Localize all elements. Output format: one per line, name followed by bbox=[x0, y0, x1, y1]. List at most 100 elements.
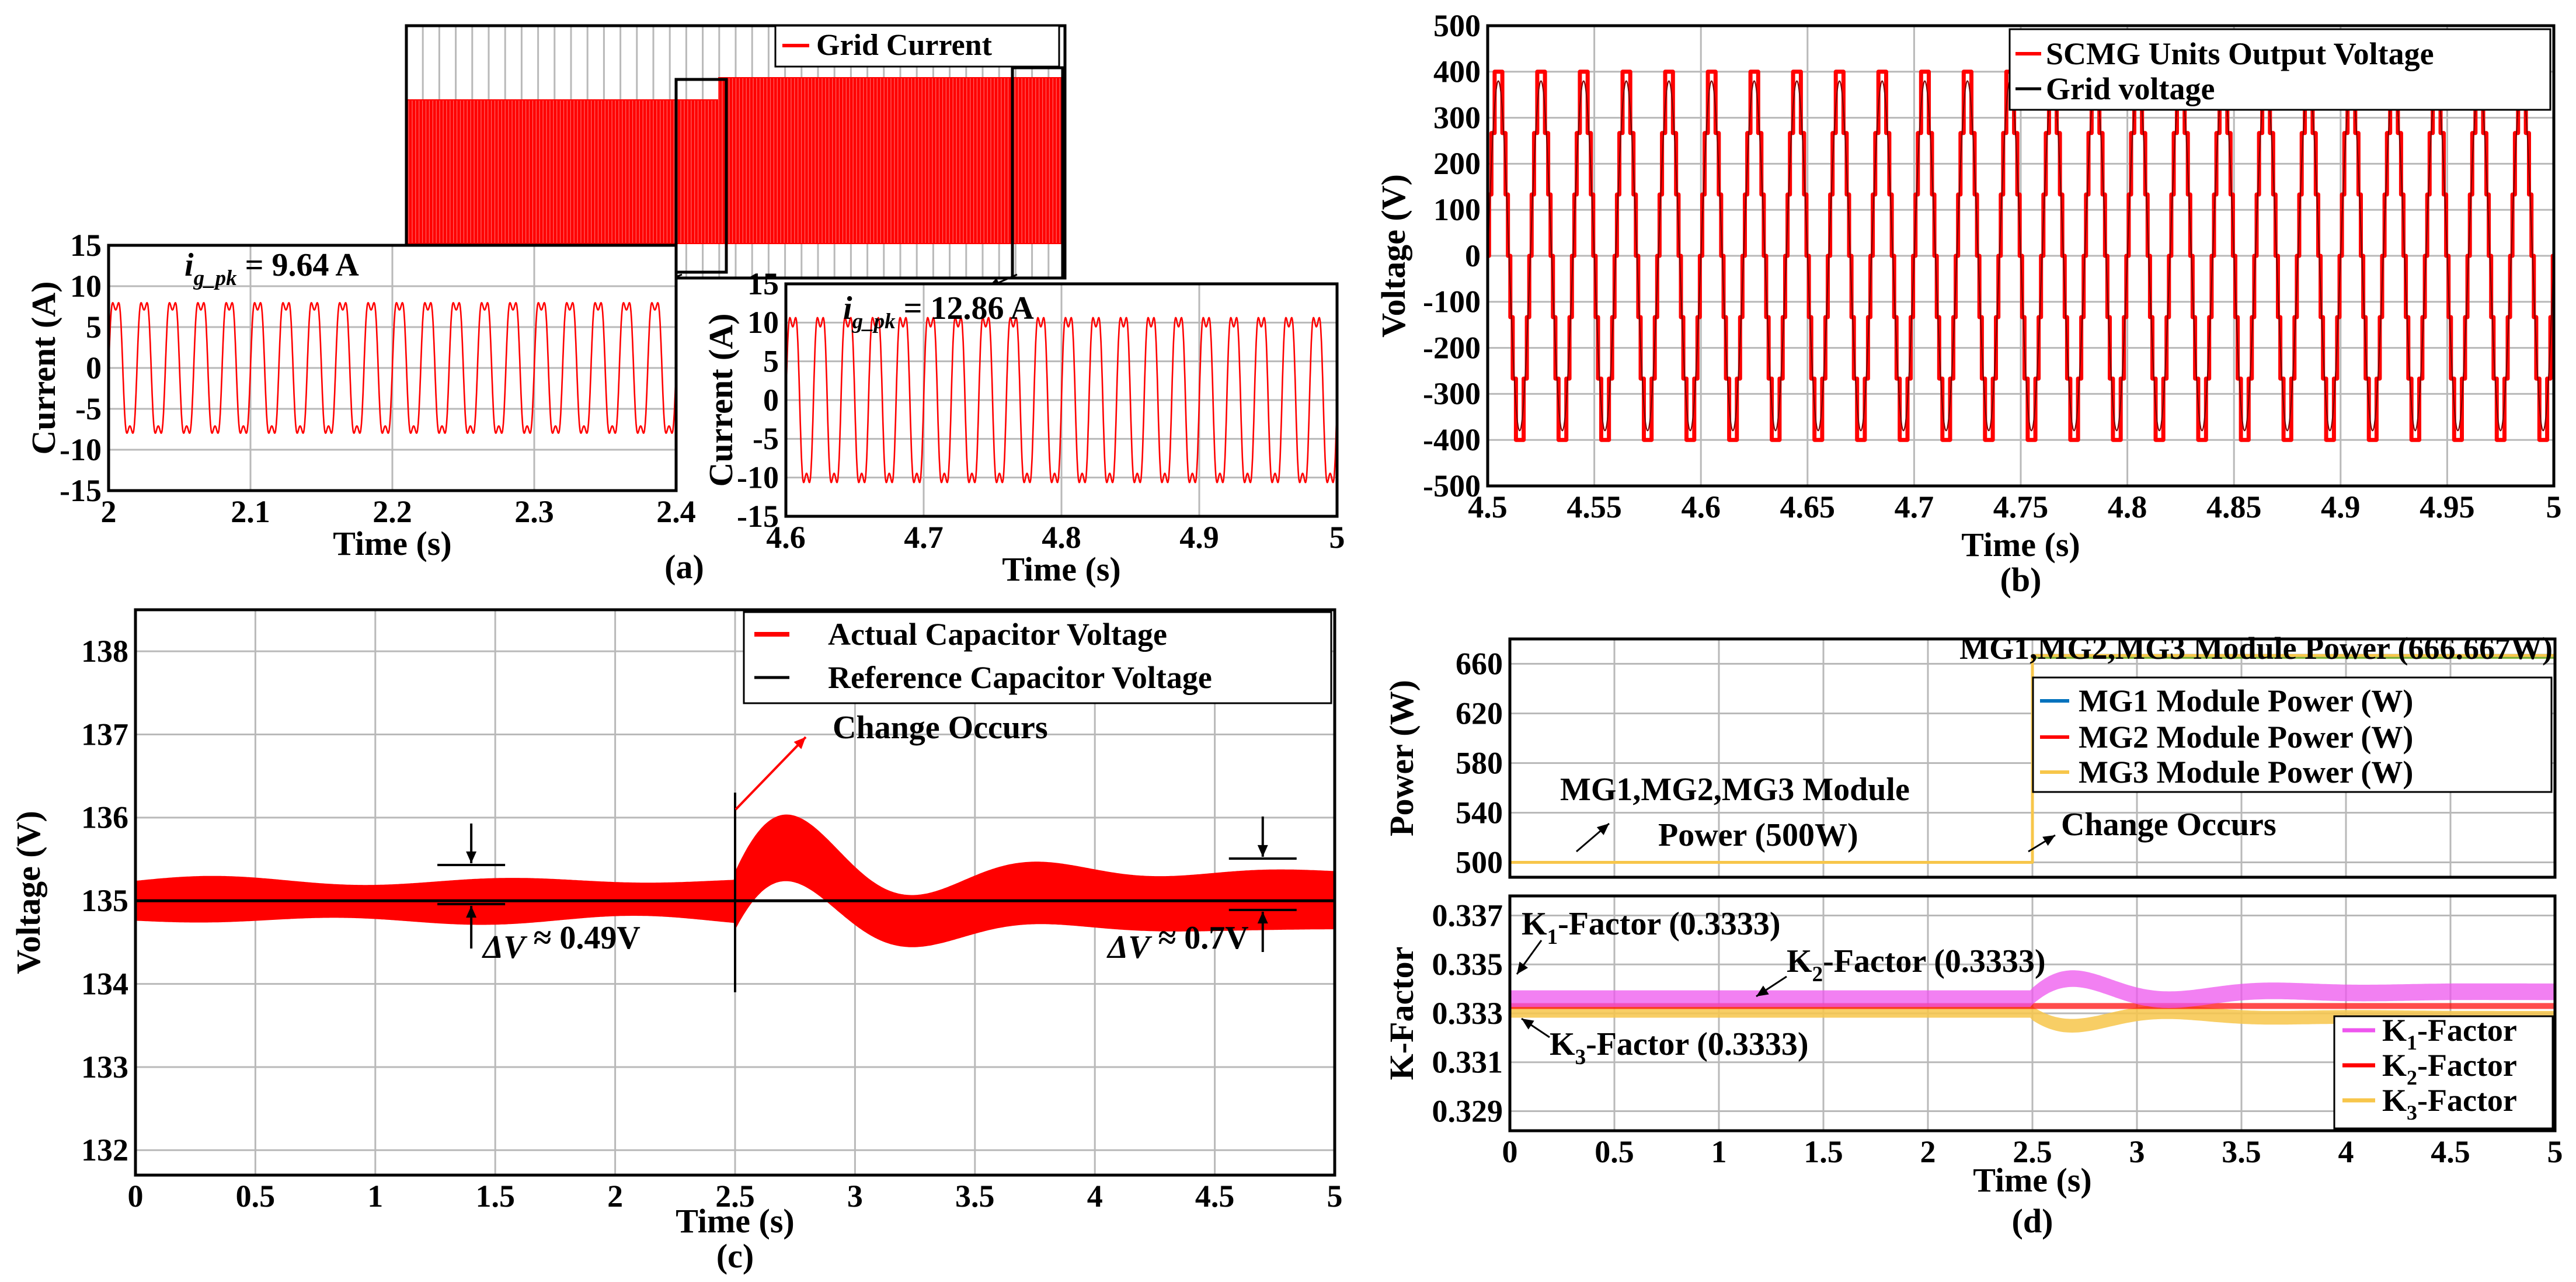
b-y-tick-label: 200 bbox=[1433, 146, 1481, 181]
d-power-axes-frame bbox=[1508, 637, 2557, 879]
d-k-axes-frame bbox=[1508, 894, 2557, 1132]
b-x-tick-label: 4.95 bbox=[2420, 489, 2475, 524]
d-k-y-tick-label: 0.331 bbox=[1432, 1045, 1503, 1080]
b-x-tick-label: 5 bbox=[2546, 489, 2562, 524]
a-overview-axes-frame bbox=[405, 24, 1067, 280]
b-y-tick-label: -300 bbox=[1423, 376, 1481, 411]
a-zoom1-x-tick-label: 2 bbox=[101, 494, 117, 529]
c-y-tick-label: 136 bbox=[81, 800, 128, 835]
b-x-tick-label: 4.6 bbox=[1681, 489, 1721, 524]
d-k-y-tick-label: 0.329 bbox=[1432, 1093, 1503, 1128]
a-zoom2-x-tick-label: 4.9 bbox=[1179, 520, 1219, 555]
b-grid-voltage-line bbox=[1487, 80, 2554, 432]
a-zoom1-y-tick-label: -15 bbox=[60, 473, 102, 508]
c-x-tick-label: 0.5 bbox=[236, 1179, 276, 1214]
d-power-y-tick-label: 580 bbox=[1456, 745, 1503, 780]
a-overview-legend-box bbox=[774, 25, 1060, 68]
d-k-x-axis-label: Time (s) bbox=[1973, 1161, 2092, 1199]
d-k1-arrow-head bbox=[1517, 961, 1529, 974]
panel-label-c: (c) bbox=[716, 1237, 754, 1275]
d-power-y-tick-label: 620 bbox=[1456, 696, 1503, 731]
c-x-tick-label: 2.5 bbox=[715, 1179, 755, 1214]
a-zoom1-y-tick-label: 15 bbox=[70, 228, 102, 263]
c-x-axis-label: Time (s) bbox=[676, 1202, 795, 1240]
c-x-tick-label: 0 bbox=[128, 1179, 144, 1214]
b-x-tick-label: 4.8 bbox=[2108, 489, 2147, 524]
a-overview-envelope-before bbox=[406, 99, 718, 244]
a-zoom2-x-tick-label: 5 bbox=[1329, 520, 1345, 555]
a-zoom-box-2 bbox=[1011, 66, 1064, 280]
c-dv2-arrow-up-head bbox=[1257, 912, 1268, 924]
d-k-y-tick-label: 0.335 bbox=[1432, 947, 1503, 982]
c-y-tick-label: 135 bbox=[81, 883, 128, 918]
c-legend-box bbox=[743, 611, 1332, 704]
c-x-tick-label: 1.5 bbox=[475, 1179, 515, 1214]
b-x-tick-label: 4.9 bbox=[2321, 489, 2361, 524]
d-k-legend-label-2: K2-Factor bbox=[2382, 1048, 2517, 1089]
a-zoom1-x-tick-label: 2.1 bbox=[231, 494, 270, 529]
b-y-tick-label: -400 bbox=[1423, 422, 1481, 457]
c-change-annotation: Change Occurs bbox=[833, 710, 1048, 746]
d-k2-annotation: K2-Factor (0.3333) bbox=[1787, 943, 2046, 986]
b-x-tick-label: 4.5 bbox=[1468, 489, 1508, 524]
a-zoom2-x-axis-label: Time (s) bbox=[1002, 550, 1121, 588]
a-zoom2-y-tick-label: 10 bbox=[747, 305, 779, 340]
b-x-tick-label: 4.55 bbox=[1567, 489, 1622, 524]
a-zoom2-y-tick-label: 15 bbox=[747, 266, 779, 301]
c-x-tick-label: 3 bbox=[847, 1179, 863, 1214]
d-power-legend-box bbox=[2032, 676, 2553, 793]
d-k-legend-label-1: K1-Factor bbox=[2382, 1013, 2517, 1054]
d-power-500-arrow-head bbox=[1596, 824, 1609, 835]
b-x-tick-label: 4.65 bbox=[1780, 489, 1836, 524]
c-y-tick-label: 134 bbox=[81, 966, 128, 1001]
d-power-y-axis-label: Power (W) bbox=[1383, 680, 1421, 836]
b-x-tick-label: 4.75 bbox=[1993, 489, 2049, 524]
d-power-bottom-annotation-line1: MG1,MG2,MG3 Module bbox=[1560, 772, 1910, 808]
d-k-legend-box bbox=[2333, 1015, 2554, 1130]
a-zoom-box-1 bbox=[674, 78, 728, 274]
a-zoom1-y-tick-label: 10 bbox=[70, 269, 102, 304]
c-x-tick-label: 2 bbox=[607, 1179, 623, 1214]
d-power-y-tick-label: 540 bbox=[1456, 795, 1503, 830]
d-k-y-axis-label: K-Factor bbox=[1383, 947, 1421, 1081]
c-axes-frame bbox=[134, 608, 1336, 1177]
c-x-tick-label: 1 bbox=[367, 1179, 383, 1214]
d-power-legend-label-mg2: MG2 Module Power (W) bbox=[2079, 720, 2413, 755]
d-power-y-tick-label: 660 bbox=[1456, 646, 1503, 681]
c-y-tick-label: 133 bbox=[81, 1050, 128, 1085]
c-change-arrow-shaft bbox=[734, 736, 807, 811]
d-k-x-tick-label: 0.5 bbox=[1595, 1134, 1634, 1169]
a-overview-legend-label: Grid Current bbox=[816, 29, 993, 62]
b-y-tick-label: -100 bbox=[1423, 284, 1481, 319]
d-k-x-tick-label: 2.5 bbox=[2013, 1134, 2052, 1169]
d-k1-factor-band bbox=[1510, 970, 2555, 1008]
a-zoom1-y-tick-label: -5 bbox=[75, 391, 102, 426]
d-power-legend-label-mg3: MG3 Module Power (W) bbox=[2079, 755, 2413, 790]
b-y-tick-label: 500 bbox=[1433, 8, 1481, 43]
d-k-legend-label-3: K3-Factor bbox=[2382, 1083, 2517, 1124]
a-zoom1-x-tick-label: 2.3 bbox=[514, 494, 554, 529]
c-x-tick-label: 4 bbox=[1087, 1179, 1103, 1214]
c-dv2-arrow-down-head bbox=[1257, 845, 1268, 857]
b-y-tick-label: -200 bbox=[1423, 330, 1481, 365]
c-dv1-annotation: ΔV ≈ 0.49V bbox=[482, 920, 640, 965]
d-power-change-arrow-shaftfix-head bbox=[2042, 835, 2055, 846]
d-k3-arrow-head bbox=[1522, 1019, 1534, 1030]
a-zoom1-grid-current-line bbox=[107, 302, 677, 434]
c-x-tick-label: 4.5 bbox=[1195, 1179, 1235, 1214]
a-zoom2-x-tick-label: 4.8 bbox=[1042, 520, 1081, 555]
panel-label-b: (b) bbox=[2000, 561, 2042, 599]
c-y-tick-label: 138 bbox=[81, 634, 128, 669]
b-y-tick-label: -500 bbox=[1423, 468, 1481, 503]
c-y-axis-label: Voltage (V) bbox=[9, 811, 47, 974]
d-k1-annotation: K1-Factor (0.3333) bbox=[1522, 906, 1781, 949]
c-y-tick-label: 137 bbox=[81, 717, 128, 752]
d-k-x-tick-label: 3 bbox=[2129, 1134, 2145, 1169]
b-x-axis-label: Time (s) bbox=[1961, 526, 2080, 564]
b-legend-label-grid: Grid voltage bbox=[2046, 71, 2215, 106]
d-k-y-tick-label: 0.337 bbox=[1432, 898, 1503, 933]
a-zoom2-x-tick-label: 4.6 bbox=[766, 520, 806, 555]
b-y-tick-label: 400 bbox=[1433, 54, 1481, 89]
